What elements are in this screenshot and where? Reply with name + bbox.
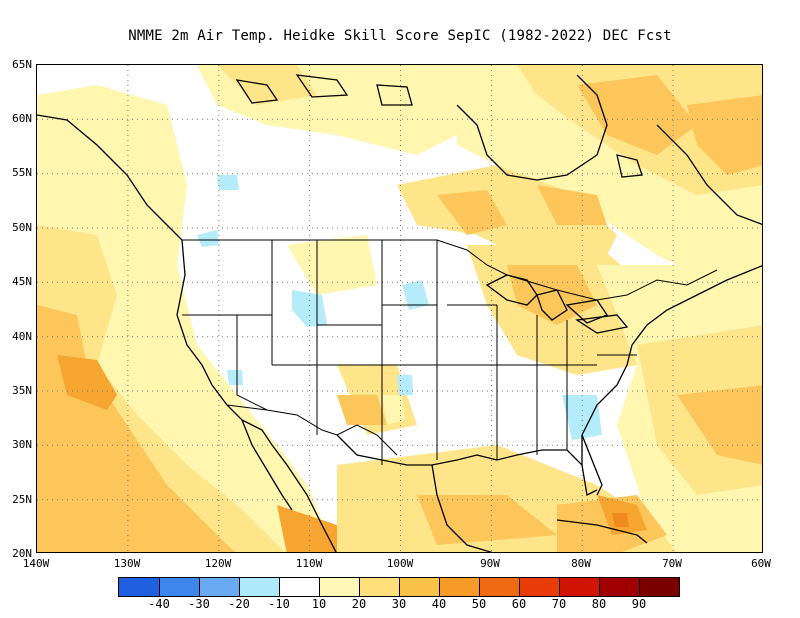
- colorbar-swatch: [159, 578, 199, 596]
- colorbar-swatch: [119, 578, 159, 596]
- lat-label-40n: 40N: [12, 330, 32, 343]
- lon-label-120w: 120W: [204, 557, 232, 570]
- colorbar-label: 20: [351, 597, 367, 611]
- lat-label-25n: 25N: [12, 493, 32, 506]
- lat-label-60n: 60N: [12, 112, 32, 125]
- borders: [182, 239, 718, 465]
- colorbar-label: 40: [431, 597, 447, 611]
- colorbar-label: 10: [311, 597, 327, 611]
- colorbar-label: 80: [591, 597, 607, 611]
- colorbar-label: -40: [148, 597, 170, 611]
- lon-label-80w: 80W: [571, 557, 591, 570]
- lon-label-90w: 90W: [480, 557, 500, 570]
- map-title: NMME 2m Air Temp. Heidke Skill Score Sep…: [128, 28, 672, 44]
- coastlines: [37, 74, 762, 552]
- colorbar-swatch: [399, 578, 439, 596]
- colorbar-swatch: [439, 578, 479, 596]
- colorbar-label: 50: [471, 597, 487, 611]
- lon-label-140w: 140W: [22, 557, 50, 570]
- colorbar-swatch: [559, 578, 599, 596]
- colorbar: [118, 577, 680, 597]
- lat-label-30n: 30N: [12, 438, 32, 451]
- colorbar-swatch: [199, 578, 239, 596]
- colorbar-label: 70: [551, 597, 567, 611]
- colorbar-swatch: [599, 578, 639, 596]
- skill-score-shading: [37, 65, 762, 552]
- colorbar-swatch: [479, 578, 519, 596]
- colorbar-swatch: [239, 578, 279, 596]
- colorbar-label: 60: [511, 597, 527, 611]
- colorbar-swatch: [279, 578, 319, 596]
- colorbar-label: -10: [268, 597, 290, 611]
- lat-label-50n: 50N: [12, 221, 32, 234]
- colorbar-swatch: [519, 578, 559, 596]
- colorbar-swatch: [359, 578, 399, 596]
- colorbar-swatch: [639, 578, 679, 596]
- lat-label-55n: 55N: [12, 166, 32, 179]
- lon-label-130w: 130W: [113, 557, 141, 570]
- colorbar-swatch: [319, 578, 359, 596]
- lat-label-65n: 65N: [12, 58, 32, 71]
- colorbar-label: -20: [228, 597, 250, 611]
- lon-label-70w: 70W: [662, 557, 682, 570]
- lat-label-35n: 35N: [12, 384, 32, 397]
- colorbar-label: -30: [188, 597, 210, 611]
- colorbar-label: 90: [631, 597, 647, 611]
- lon-label-100w: 100W: [386, 557, 414, 570]
- graticule: [37, 65, 762, 552]
- lat-label-20n: 20N: [12, 547, 32, 560]
- map-panel[interactable]: [36, 64, 763, 553]
- lon-label-60w: 60W: [751, 557, 771, 570]
- skill-score-map: [37, 65, 762, 552]
- colorbar-label: 30: [391, 597, 407, 611]
- lon-label-110w: 110W: [295, 557, 323, 570]
- lat-label-45n: 45N: [12, 275, 32, 288]
